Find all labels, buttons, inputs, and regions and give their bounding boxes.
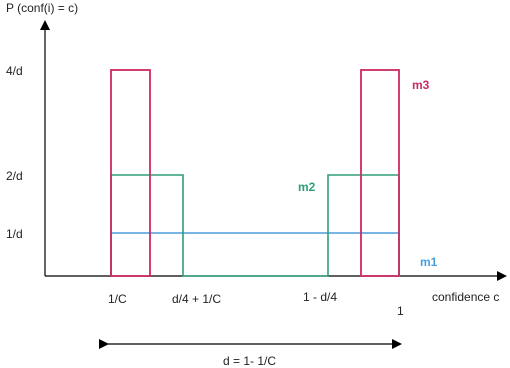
- m3-right-bar: [360, 69, 400, 277]
- x-tick-1-over-c: 1/C: [108, 292, 127, 306]
- x-tick-d4-plus-1-over-c: d/4 + 1/C: [172, 292, 221, 306]
- m3-label: m3: [412, 78, 430, 92]
- x-tick-1-minus-d4: 1 - d/4: [303, 290, 337, 304]
- m2-label: m2: [298, 180, 316, 194]
- y-tick-4-over-d: 4/d: [6, 64, 23, 78]
- m2-distribution: [110, 174, 400, 277]
- y-axis-label: P (conf(i) = c): [6, 1, 78, 15]
- m3-left-bar: [110, 69, 151, 277]
- y-tick-1-over-d: 1/d: [6, 227, 23, 241]
- y-tick-2-over-d: 2/d: [6, 169, 23, 183]
- x-tick-one: 1: [397, 304, 404, 318]
- m1-label: m1: [420, 255, 438, 269]
- m1-distribution: [110, 232, 400, 276]
- span-label: d = 1- 1/C: [223, 354, 276, 368]
- x-axis-label: confidence c: [432, 290, 499, 304]
